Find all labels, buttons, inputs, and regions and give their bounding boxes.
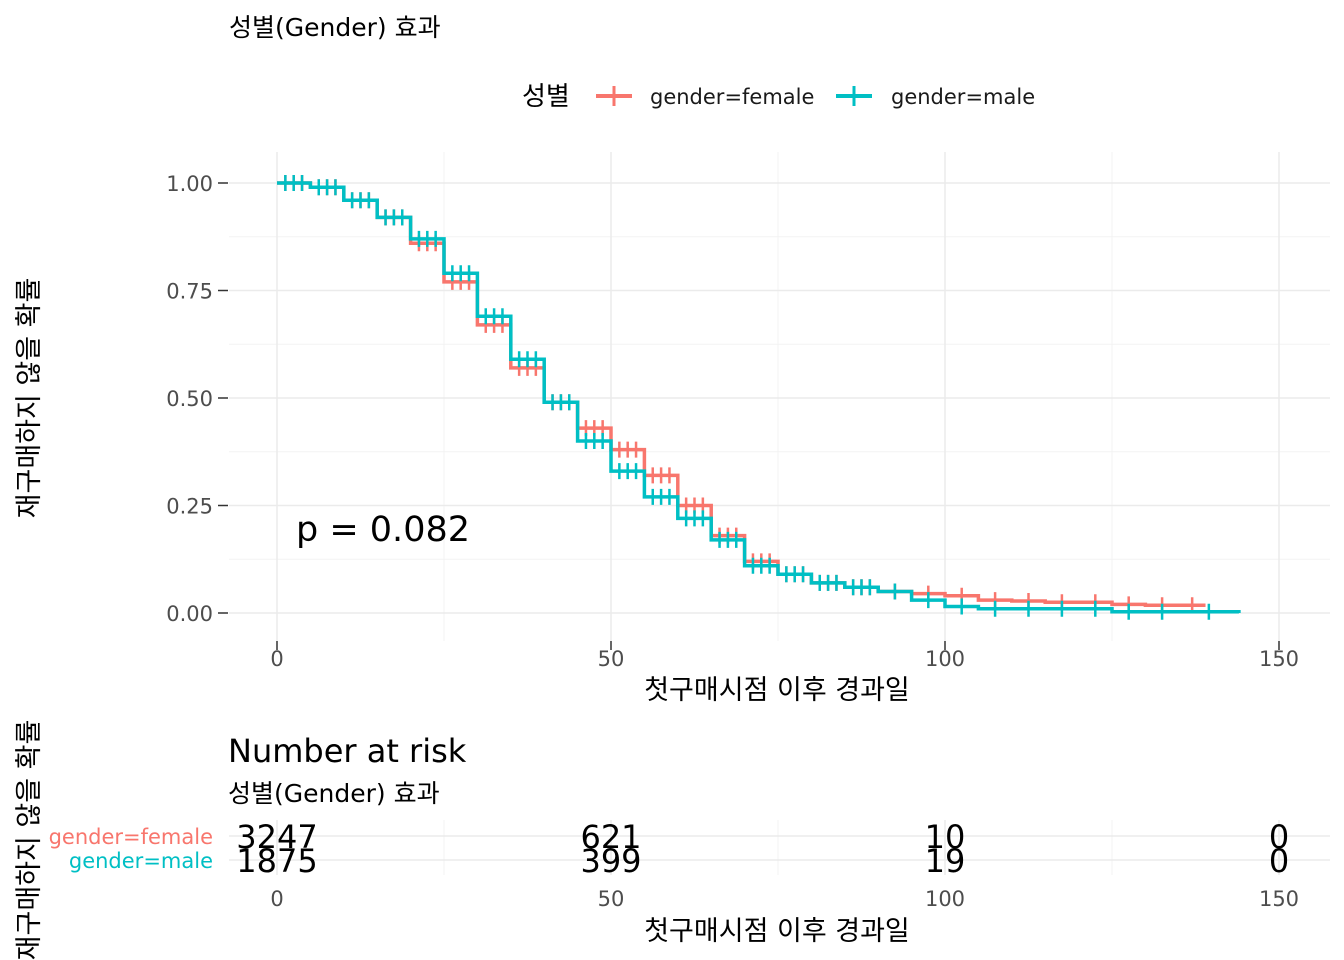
censor-mark: [463, 265, 476, 282]
censor-mark: [1156, 603, 1169, 620]
legend-title: 성별: [522, 82, 570, 112]
risk-table-y-axis-label: 재구매하지 않을 확률: [14, 720, 45, 960]
risk-table-x-axis: 0 50 100 150: [270, 887, 1299, 911]
censor-mark: [1202, 603, 1215, 620]
censor-mark: [955, 598, 968, 615]
y-tick-label: 0.25: [166, 495, 213, 519]
legend-label-male: gender=male: [891, 85, 1035, 109]
y-tick-label: 0.75: [166, 280, 213, 304]
plot-grid: [229, 152, 1330, 641]
risk-row-label: gender=male: [69, 849, 213, 873]
legend-label-female: gender=female: [650, 85, 814, 109]
x-axis-label: 첫구매시점 이후 경과일: [644, 675, 910, 706]
risk-x-tick-label: 100: [925, 887, 965, 911]
censor-mark: [1022, 600, 1035, 617]
risk-count: 1875: [236, 842, 317, 880]
risk-table-title: Number at risk: [228, 732, 467, 770]
censor-mark: [1122, 603, 1135, 620]
x-tick-label: 50: [598, 647, 625, 671]
censor-mark: [1089, 600, 1102, 617]
censor-mark: [496, 308, 509, 325]
censor-mark: [696, 510, 709, 527]
y-tick-label: 0.00: [166, 602, 213, 626]
risk-count: 10: [925, 818, 966, 856]
risk-count: 0: [1269, 842, 1289, 880]
censor-mark: [429, 230, 442, 247]
y-axis: 0.00 0.25 0.50 0.75 1.00: [166, 172, 228, 626]
risk-x-tick-label: 150: [1259, 887, 1299, 911]
risk-x-tick-label: 50: [598, 887, 625, 911]
censor-mark: [1055, 600, 1068, 617]
censor-mark: [797, 566, 810, 583]
censor-mark: [396, 209, 409, 226]
risk-table-subtitle: 성별(Gender) 효과: [228, 779, 440, 808]
risk-count: 621: [580, 818, 641, 856]
censor-mark: [329, 179, 342, 196]
censor-mark: [989, 600, 1002, 617]
risk-table-x-axis-label: 첫구매시점 이후 경과일: [644, 916, 910, 947]
y-tick-label: 1.00: [166, 172, 213, 196]
censor-mark: [596, 433, 609, 449]
censor-mark: [888, 583, 901, 600]
censor-mark: [362, 192, 375, 209]
censor-mark: [730, 531, 743, 548]
x-tick-label: 100: [925, 647, 965, 671]
p-value-annotation: p = 0.082: [296, 510, 470, 550]
x-tick-label: 0: [270, 647, 283, 671]
risk-count: 0: [1269, 818, 1289, 856]
censor-mark: [922, 592, 935, 609]
censor-mark: [296, 175, 309, 191]
risk-table-grid: [229, 820, 1330, 875]
censor-mark: [663, 488, 676, 505]
censor-mark: [663, 467, 676, 484]
legend: 성별 gender=female gender=male: [522, 82, 1035, 112]
censor-mark: [630, 463, 643, 480]
risk-count: 399: [580, 842, 641, 880]
plot-series: [277, 175, 1241, 620]
chart-title: 성별(Gender) 효과: [229, 13, 441, 42]
risk-count: 19: [925, 842, 966, 880]
risk-table-rows: gender=female 3247 621 10 0 gender=male 1875 39…: [49, 818, 1290, 880]
legend-key-male: [836, 86, 872, 106]
y-tick-label: 0.50: [166, 387, 213, 411]
censor-mark: [863, 579, 876, 596]
risk-count: 3247: [236, 818, 317, 856]
risk-row-label: gender=female: [49, 825, 213, 849]
censor-mark: [763, 557, 776, 574]
censor-mark: [529, 351, 542, 368]
x-axis: 0 50 100 150: [270, 641, 1299, 671]
legend-key-female: [596, 86, 632, 106]
censor-mark: [630, 441, 643, 458]
risk-x-tick-label: 0: [270, 887, 283, 911]
censor-mark: [563, 394, 576, 411]
y-axis-label: 재구매하지 않을 확률: [14, 278, 45, 519]
x-tick-label: 150: [1259, 647, 1299, 671]
censor-mark: [830, 574, 843, 591]
